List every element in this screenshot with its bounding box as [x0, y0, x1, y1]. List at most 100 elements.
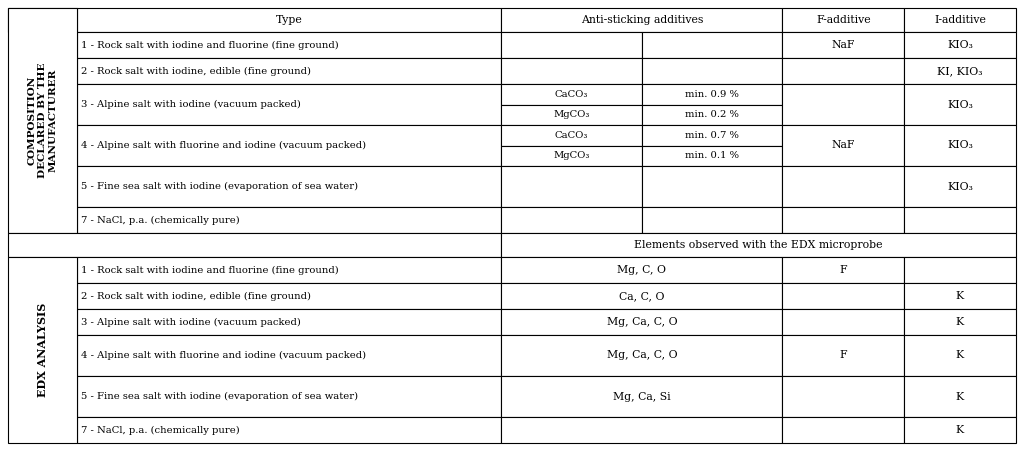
Bar [502, 8, 782, 32]
Bar [642, 32, 782, 58]
Text: CaCO₃: CaCO₃ [555, 131, 588, 140]
Bar [502, 417, 782, 443]
Text: KIO₃: KIO₃ [947, 181, 973, 191]
Bar [782, 376, 904, 417]
Text: 7 - NaCl, p.a. (chemically pure): 7 - NaCl, p.a. (chemically pure) [81, 425, 240, 435]
Bar [77, 8, 502, 32]
Text: NaF: NaF [831, 40, 855, 50]
Bar [502, 233, 1016, 257]
Bar [904, 257, 1016, 283]
Text: K: K [955, 317, 965, 327]
Bar [8, 8, 77, 233]
Text: KIO₃: KIO₃ [947, 99, 973, 109]
Text: K: K [955, 291, 965, 301]
Bar [782, 257, 904, 283]
Bar [502, 257, 782, 283]
Text: MgCO₃: MgCO₃ [553, 110, 590, 119]
Bar [782, 417, 904, 443]
Bar [642, 166, 782, 207]
Bar [782, 283, 904, 309]
Text: Mg, C, O: Mg, C, O [617, 265, 667, 275]
Text: 2 - Rock salt with iodine, edible (fine ground): 2 - Rock salt with iodine, edible (fine … [81, 66, 311, 76]
Text: F: F [840, 265, 847, 275]
Bar [782, 84, 904, 125]
Text: Mg, Ca, Si: Mg, Ca, Si [613, 392, 671, 402]
Bar [904, 58, 1016, 84]
Bar [77, 283, 502, 309]
Bar [642, 146, 782, 166]
Bar [77, 125, 502, 166]
Bar [642, 84, 782, 104]
Bar [782, 166, 904, 207]
Bar [782, 335, 904, 376]
Text: 3 - Alpine salt with iodine (vacuum packed): 3 - Alpine salt with iodine (vacuum pack… [81, 100, 301, 109]
Text: I-additive: I-additive [934, 15, 986, 25]
Text: Ca, C, O: Ca, C, O [620, 291, 665, 301]
Bar [502, 376, 782, 417]
Bar [502, 283, 782, 309]
Bar [642, 104, 782, 125]
Bar [77, 166, 502, 207]
Text: min. 0.2 %: min. 0.2 % [685, 110, 739, 119]
Bar [782, 309, 904, 335]
Bar [77, 417, 502, 443]
Text: F: F [840, 350, 847, 360]
Bar [502, 166, 642, 207]
Text: Anti-sticking additives: Anti-sticking additives [581, 15, 703, 25]
Bar [77, 309, 502, 335]
Text: Elements observed with the EDX microprobe: Elements observed with the EDX microprob… [635, 240, 883, 250]
Text: NaF: NaF [831, 141, 855, 151]
Text: Mg, Ca, C, O: Mg, Ca, C, O [606, 350, 677, 360]
Text: K: K [955, 425, 965, 435]
Bar [8, 233, 502, 257]
Bar [904, 166, 1016, 207]
Bar [904, 84, 1016, 125]
Bar [642, 207, 782, 233]
Bar [904, 32, 1016, 58]
Bar [77, 257, 502, 283]
Bar [642, 58, 782, 84]
Bar [782, 58, 904, 84]
Bar [782, 207, 904, 233]
Text: min. 0.7 %: min. 0.7 % [685, 131, 739, 140]
Bar [77, 376, 502, 417]
Text: min. 0.1 %: min. 0.1 % [685, 151, 739, 160]
Bar [502, 58, 642, 84]
Bar [77, 84, 502, 125]
Bar [904, 8, 1016, 32]
Bar [904, 283, 1016, 309]
Text: CaCO₃: CaCO₃ [555, 90, 588, 99]
Bar [77, 207, 502, 233]
Bar [904, 417, 1016, 443]
Text: EDX ANALYSIS: EDX ANALYSIS [37, 303, 48, 397]
Text: COMPOSITION
DECLARED BY THE
MANUFACTURER: COMPOSITION DECLARED BY THE MANUFACTURER [28, 63, 57, 178]
Bar [502, 104, 642, 125]
Bar [904, 309, 1016, 335]
Text: 3 - Alpine salt with iodine (vacuum packed): 3 - Alpine salt with iodine (vacuum pack… [81, 317, 301, 327]
Bar [904, 335, 1016, 376]
Bar [904, 125, 1016, 166]
Bar [502, 309, 782, 335]
Bar [642, 125, 782, 146]
Bar [77, 32, 502, 58]
Text: 2 - Rock salt with iodine, edible (fine ground): 2 - Rock salt with iodine, edible (fine … [81, 291, 311, 300]
Bar [782, 125, 904, 166]
Text: K: K [955, 350, 965, 360]
Bar [8, 8, 77, 32]
Bar [502, 125, 642, 146]
Bar [502, 335, 782, 376]
Text: 4 - Alpine salt with fluorine and iodine (vacuum packed): 4 - Alpine salt with fluorine and iodine… [81, 141, 367, 150]
Text: min. 0.9 %: min. 0.9 % [685, 90, 739, 99]
Text: Mg, Ca, C, O: Mg, Ca, C, O [606, 317, 677, 327]
Bar [904, 207, 1016, 233]
Bar [77, 58, 502, 84]
Text: KIO₃: KIO₃ [947, 141, 973, 151]
Text: KIO₃: KIO₃ [947, 40, 973, 50]
Text: 5 - Fine sea salt with iodine (evaporation of sea water): 5 - Fine sea salt with iodine (evaporati… [81, 392, 358, 401]
Bar [502, 32, 642, 58]
Bar [782, 32, 904, 58]
Text: 1 - Rock salt with iodine and fluorine (fine ground): 1 - Rock salt with iodine and fluorine (… [81, 266, 339, 274]
Bar [502, 146, 642, 166]
Text: KI, KIO₃: KI, KIO₃ [937, 66, 983, 76]
Text: 1 - Rock salt with iodine and fluorine (fine ground): 1 - Rock salt with iodine and fluorine (… [81, 40, 339, 49]
